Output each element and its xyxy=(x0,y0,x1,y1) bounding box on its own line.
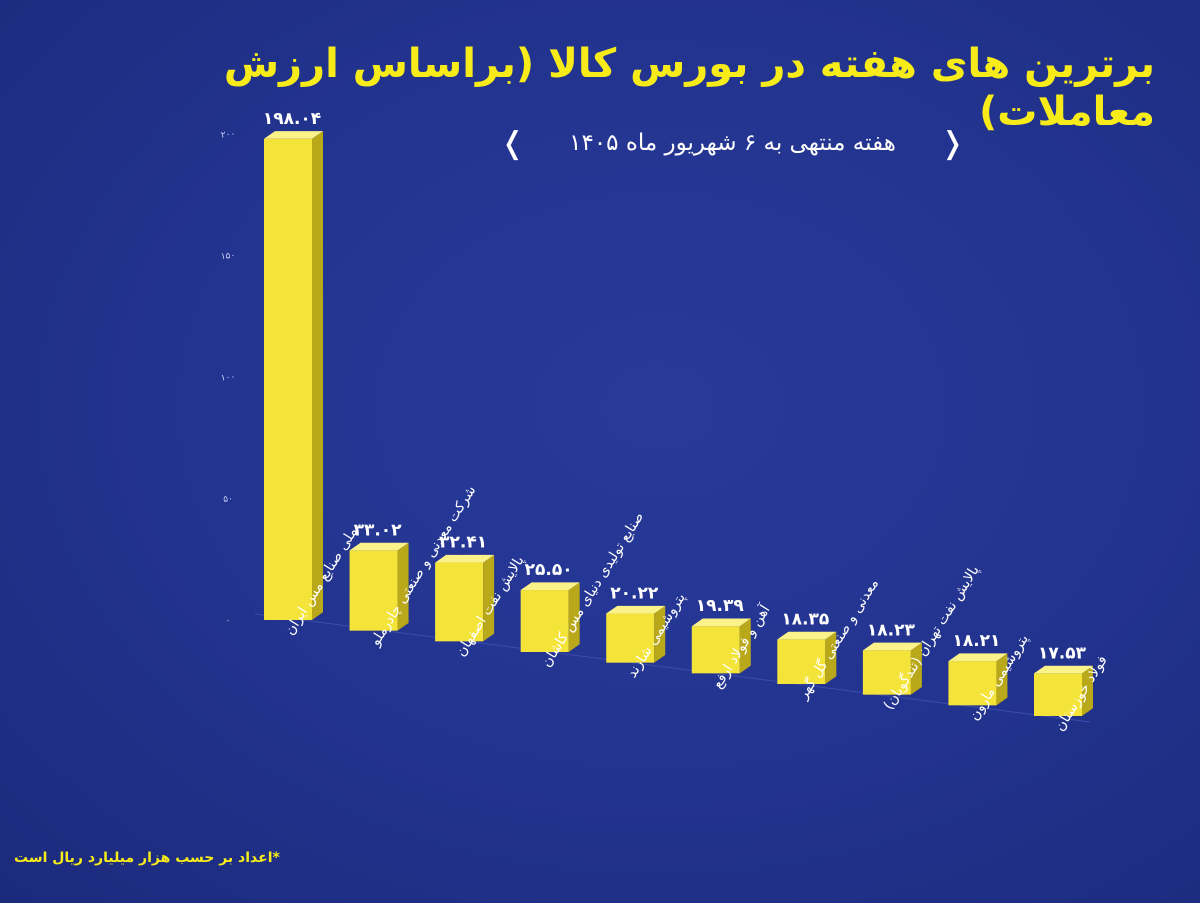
value-label: ۲۰.۲۲ xyxy=(610,584,659,604)
bar-top xyxy=(349,542,409,551)
bar-side xyxy=(397,542,409,631)
footnote: *اعداد بر حسب هزار میلیارد ریال است xyxy=(14,850,280,866)
value-label: ۳۳.۰۲ xyxy=(354,520,403,540)
bar xyxy=(948,653,1008,706)
bar-side xyxy=(654,605,666,663)
bracket-right-icon: ❭ xyxy=(939,126,965,161)
bar-top xyxy=(862,642,922,651)
bar-front xyxy=(435,562,484,642)
value-label: ۱۹.۳۹ xyxy=(696,596,745,616)
y-tick-label: ۵۰ xyxy=(223,494,234,505)
bar-front xyxy=(606,613,655,663)
bar-front xyxy=(777,639,826,684)
bar-front xyxy=(349,550,398,631)
value-label: ۱۸.۳۵ xyxy=(781,609,829,629)
bar xyxy=(264,131,323,620)
bar-front xyxy=(1034,673,1082,716)
y-tick-label: ۱۰۰ xyxy=(220,372,235,383)
y-tick-label: ۱۵۰ xyxy=(220,251,235,262)
bar xyxy=(1034,665,1093,716)
value-label: ۱۸.۲۳ xyxy=(867,620,916,640)
bar-side xyxy=(483,554,495,642)
bar-side xyxy=(1082,665,1093,716)
bar-top xyxy=(435,554,495,563)
bar-top xyxy=(948,653,1008,662)
chart-bars xyxy=(264,131,1093,716)
bar xyxy=(691,618,751,674)
chart-title: برترین های هفته در بورس کالا (براساس ارز… xyxy=(223,41,1155,135)
bar-side xyxy=(568,582,580,652)
bar-top xyxy=(520,582,580,591)
value-label: ۲۵.۵۰ xyxy=(525,560,573,580)
subtitle-text: هفته منتهی به ۶ شهریور ماه ۱۴۰۵ xyxy=(569,130,896,156)
value-label: ۱۷.۵۳ xyxy=(1038,643,1087,663)
bar-front xyxy=(264,138,312,620)
bar-top xyxy=(777,631,837,640)
bar-side xyxy=(910,642,922,695)
bar-top xyxy=(606,605,666,614)
bar-side xyxy=(825,631,837,684)
bar-front xyxy=(520,590,569,652)
bar xyxy=(777,631,837,684)
bar xyxy=(435,554,495,642)
chart-subtitle: ❬ هفته منتهی به ۶ شهریور ماه ۱۴۰۵ ❭ xyxy=(500,126,965,166)
y-tick-label: ۰ xyxy=(225,616,231,626)
bar-side xyxy=(996,653,1008,706)
bar-top xyxy=(1034,665,1093,674)
bar-top xyxy=(691,618,751,627)
value-label: ۳۲.۴۱ xyxy=(439,533,487,553)
bar-front xyxy=(948,661,997,706)
value-label: ۱۹۸.۰۴ xyxy=(263,109,321,129)
bar xyxy=(520,582,580,652)
bar-top xyxy=(264,131,323,139)
bracket-left-icon: ❬ xyxy=(500,126,526,161)
bar xyxy=(349,542,409,631)
bar-side xyxy=(312,131,323,620)
bar-side xyxy=(739,618,751,674)
bar xyxy=(606,605,666,663)
y-tick-label: ۲۰۰ xyxy=(220,129,235,140)
value-label: ۱۸.۲۱ xyxy=(952,631,1000,651)
bar-front xyxy=(862,650,911,695)
bar xyxy=(862,642,922,695)
bar-front xyxy=(691,626,740,674)
